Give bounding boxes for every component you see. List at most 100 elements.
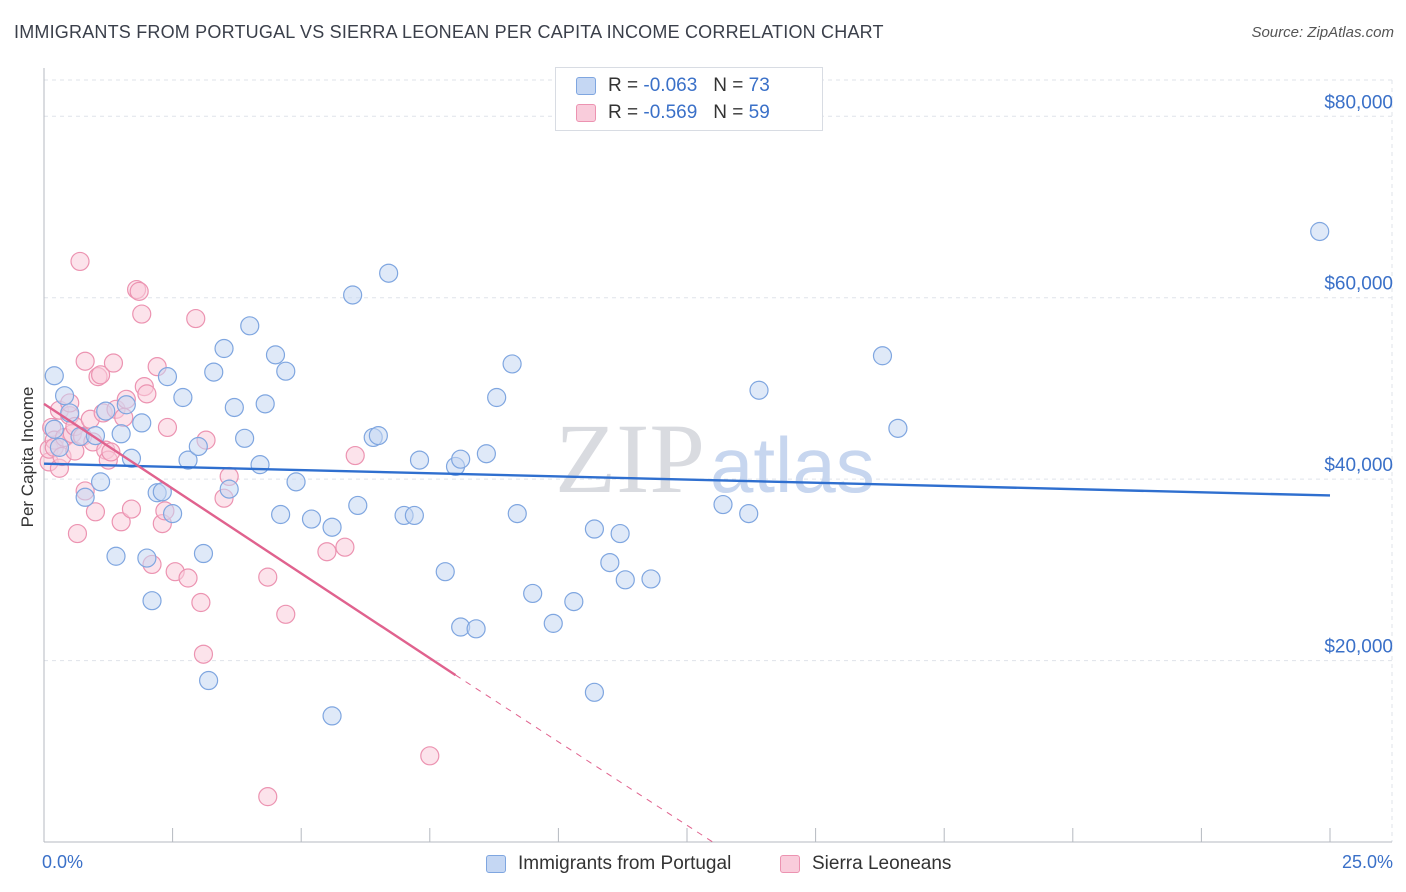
portugal-point xyxy=(204,362,224,382)
sierra-leonean-point xyxy=(111,512,131,532)
portugal-point xyxy=(173,387,193,408)
portugal-point xyxy=(286,472,306,492)
portugal-point xyxy=(193,543,214,564)
portugal-point xyxy=(44,366,64,386)
portugal-point xyxy=(214,338,234,359)
sierra-leonean-point xyxy=(132,304,152,324)
x-tick-label-max: 25.0% xyxy=(1341,852,1393,872)
sierra-leonean-point xyxy=(420,746,440,766)
portugal-point xyxy=(584,519,605,539)
bottom-legend-label: Sierra Leoneans xyxy=(812,853,952,874)
chart-title: IMMIGRANTS FROM PORTUGAL VS SIERRA LEONE… xyxy=(14,22,884,42)
sierra-leonean-point xyxy=(137,384,157,404)
portugal-point xyxy=(507,504,527,524)
y-tick-label: $40,000 xyxy=(1324,455,1393,476)
sierra-leonean-point xyxy=(103,353,124,373)
legend-n-value: 59 xyxy=(748,102,770,123)
portugal-point xyxy=(404,505,424,526)
stats-legend: R = -0.063 N = 73 R = -0.569 N = 59 xyxy=(555,67,823,131)
portugal-point xyxy=(255,394,275,414)
portugal-point xyxy=(322,517,342,537)
portugal-point xyxy=(466,619,486,639)
sierra-leonean-point xyxy=(157,417,178,438)
sierra-leonean-point xyxy=(317,542,337,562)
watermark: ZIP atlas xyxy=(555,403,875,514)
portugal-point xyxy=(600,552,620,573)
chart-source: Source: ZipAtlas.com xyxy=(1251,24,1394,41)
legend-swatch-blue xyxy=(576,77,596,95)
legend-r-label: R = xyxy=(608,75,639,96)
portugal-point xyxy=(276,361,296,381)
portugal-point xyxy=(584,682,605,702)
portugal-point xyxy=(487,387,507,408)
portugal-point xyxy=(54,386,75,406)
portugal-point xyxy=(301,509,322,529)
portugal-point xyxy=(250,455,270,475)
sierra-leonean-point xyxy=(75,351,95,371)
portugal-point xyxy=(610,523,630,544)
sierra-leonean-point xyxy=(121,499,142,519)
sierra-leonean-point xyxy=(191,592,211,613)
portugal-point xyxy=(96,401,116,421)
sierra-leonean-point xyxy=(85,502,106,522)
portugal-point xyxy=(163,504,183,524)
portugal-point xyxy=(641,569,661,589)
portugal-point xyxy=(368,426,388,446)
sierra-leonean-point xyxy=(258,567,278,587)
portugal-point xyxy=(451,449,471,469)
sierra-leonean-point xyxy=(186,308,206,329)
portugal-point xyxy=(132,413,152,433)
portugal-point xyxy=(476,444,496,464)
portugal-point xyxy=(137,548,157,568)
sierra-leonean-trend-line xyxy=(43,402,457,677)
portugal-point xyxy=(872,346,893,366)
portugal-point xyxy=(502,354,522,374)
portugal-point xyxy=(142,591,162,611)
portugal-point xyxy=(111,424,131,444)
trend-lines xyxy=(43,402,1331,843)
portugal-point xyxy=(615,570,635,590)
sierra-leonean-point xyxy=(178,568,198,588)
portugal-point xyxy=(888,418,908,438)
portugal-trend-line xyxy=(43,462,1331,497)
y-tick-label: $60,000 xyxy=(1324,274,1393,295)
legend-row-portugal: R = -0.063 N = 73 xyxy=(576,73,770,99)
legend-r-value: -0.569 xyxy=(643,102,698,123)
portugal-point xyxy=(44,419,64,439)
portugal-point xyxy=(157,367,178,387)
portugal-point xyxy=(188,436,208,457)
portugal-point xyxy=(379,263,399,283)
grid xyxy=(44,79,1393,842)
portugal-point xyxy=(322,706,342,726)
portugal-point xyxy=(199,670,219,691)
legend-swatch-pink xyxy=(576,104,596,122)
portugal-point xyxy=(343,285,363,305)
portugal-point xyxy=(60,403,80,423)
portugal-point xyxy=(271,504,291,525)
portugal-point xyxy=(749,380,769,400)
portugal-point xyxy=(90,472,111,492)
portugal-point xyxy=(739,504,759,524)
bottom-legend-portugal: Immigrants from Portugal xyxy=(486,852,731,876)
sierra-leonean-point xyxy=(90,365,111,385)
portugal-point xyxy=(49,437,70,457)
portugal-point xyxy=(75,487,95,507)
portugal-point xyxy=(116,395,136,415)
bottom-legend-swatch-blue xyxy=(486,855,506,873)
portugal-point xyxy=(106,546,126,566)
portugal-point xyxy=(564,592,584,612)
sierra-leonean-point xyxy=(193,644,214,664)
portugal-point xyxy=(523,583,543,604)
bottom-legend-swatch-pink xyxy=(780,855,800,873)
legend-n-label: N = xyxy=(713,102,744,123)
watermark-atlas: atlas xyxy=(710,421,875,509)
portugal-point xyxy=(178,450,198,470)
portugal-point xyxy=(543,613,563,633)
watermark-zip: ZIP xyxy=(555,403,705,514)
portugal-points xyxy=(44,221,1330,726)
sierra-leonean-points xyxy=(39,251,440,807)
bottom-legend-sierra-leonean: Sierra Leoneans xyxy=(780,852,951,876)
sierra-leonean-point xyxy=(67,523,88,544)
legend-r-label: R = xyxy=(608,102,639,123)
